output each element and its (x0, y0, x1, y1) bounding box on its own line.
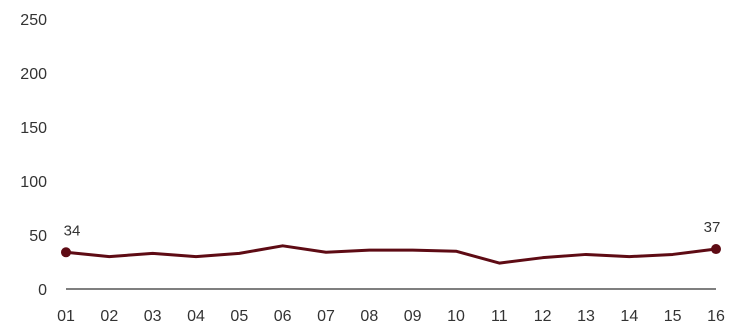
x-tick-label: 01 (57, 308, 75, 325)
x-tick-label: 02 (100, 308, 118, 325)
y-tick-label: 0 (38, 282, 47, 299)
series-line (64, 244, 718, 265)
x-tick-label: 05 (230, 308, 248, 325)
y-axis: 0 50 100 150 200 250 (20, 12, 47, 299)
x-tick-label: 13 (577, 308, 595, 325)
data-label: 34 (64, 222, 81, 239)
x-axis: 01 02 03 04 05 06 07 08 09 10 11 12 13 14 15 16 (57, 308, 725, 325)
data-points (61, 244, 721, 258)
y-tick-label: 50 (29, 228, 47, 245)
x-tick-label: 15 (664, 308, 682, 325)
data-label: 37 (704, 219, 721, 236)
x-tick-label: 11 (491, 308, 508, 325)
x-tick-label: 10 (447, 308, 465, 325)
x-tick-label: 08 (360, 308, 378, 325)
x-tick-label: 12 (534, 308, 552, 325)
data-labels: 34 37 (64, 219, 721, 239)
x-tick-label: 16 (707, 308, 725, 325)
x-tick-label: 04 (187, 308, 205, 325)
y-tick-label: 150 (20, 120, 47, 137)
x-tick-label: 14 (620, 308, 638, 325)
x-tick-label: 03 (144, 308, 162, 325)
y-tick-label: 250 (20, 12, 47, 29)
data-point (711, 244, 721, 255)
data-point (61, 247, 71, 258)
x-tick-label: 06 (274, 308, 292, 325)
y-tick-label: 100 (20, 174, 47, 191)
y-tick-label: 200 (20, 66, 47, 83)
x-tick-label: 07 (317, 308, 335, 325)
x-tick-label: 09 (404, 308, 422, 325)
